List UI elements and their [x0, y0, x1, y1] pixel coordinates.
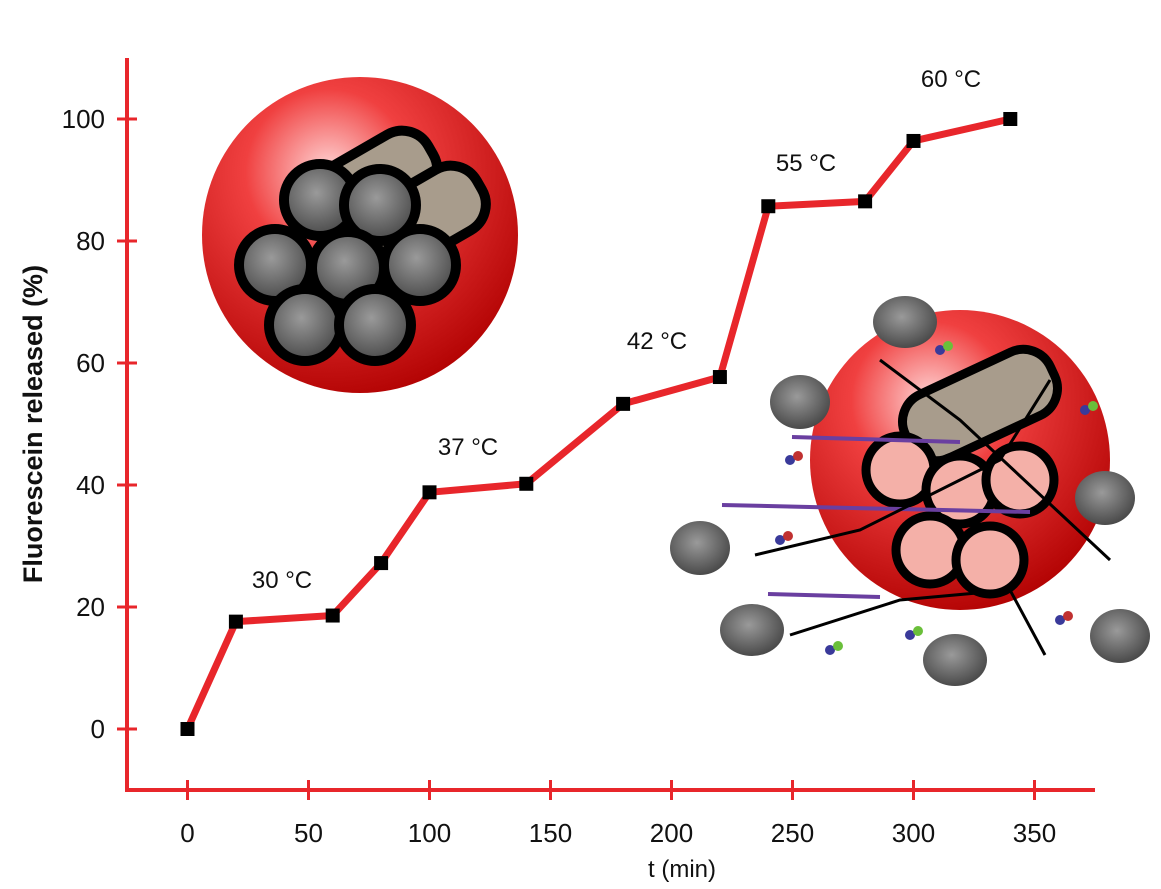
x-tick-label: 150 — [529, 818, 572, 848]
x-tick-label: 350 — [1013, 818, 1056, 848]
y-tick-label: 100 — [62, 104, 105, 134]
data-marker — [907, 134, 921, 148]
x-tick-label: 200 — [650, 818, 693, 848]
data-marker — [423, 485, 437, 499]
data-marker — [1003, 112, 1017, 126]
data-marker — [326, 609, 340, 623]
data-marker — [181, 722, 195, 736]
data-marker — [713, 370, 727, 384]
y-axis-label: Fluorescein released (%) — [18, 265, 48, 583]
temperature-label: 37 °C — [438, 434, 498, 461]
y-tick-label: 20 — [76, 592, 105, 622]
x-tick-label: 300 — [892, 818, 935, 848]
temperature-label: 55 °C — [776, 150, 836, 177]
data-marker — [374, 556, 388, 570]
y-tick-label: 60 — [76, 348, 105, 378]
data-marker — [761, 199, 775, 213]
data-marker — [858, 194, 872, 208]
temperature-label: 30 °C — [252, 567, 312, 594]
data-marker — [229, 615, 243, 629]
data-marker — [616, 397, 630, 411]
temperature-label: 60 °C — [921, 66, 981, 93]
x-tick-label: 50 — [294, 818, 323, 848]
illustration-open — [670, 296, 1150, 686]
y-tick-label: 0 — [91, 714, 105, 744]
y-tick-label: 80 — [76, 226, 105, 256]
x-tick-label: 100 — [408, 818, 451, 848]
x-tick-label: 250 — [771, 818, 814, 848]
illustration-closed — [202, 77, 518, 393]
data-marker — [519, 477, 533, 491]
temperature-label: 42 °C — [627, 328, 687, 355]
y-tick-label: 40 — [76, 470, 105, 500]
chart: 0 20 40 60 80 100 0 50 100 150 200 250 300 350 t (min)… — [0, 0, 1161, 884]
x-axis-label: t (min) — [648, 856, 716, 883]
x-tick-label: 0 — [180, 818, 194, 848]
